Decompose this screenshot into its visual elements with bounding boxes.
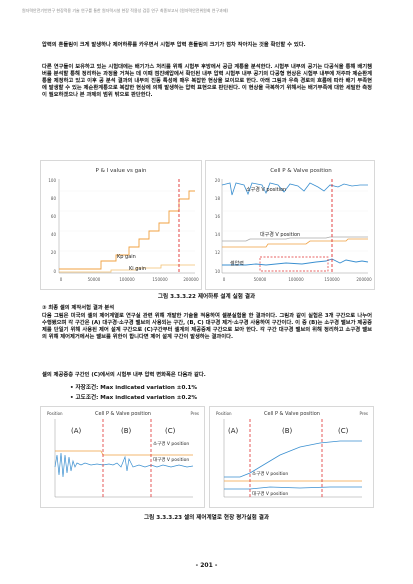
small-valve-line (222, 183, 368, 195)
x-tick: 50000 (254, 277, 267, 282)
chart-title: Cell P & Valve position (264, 411, 320, 417)
y-tick: 100 (48, 178, 56, 183)
x-tick: 0 (60, 277, 63, 282)
figure2-left-chart: Position Pres Cell P & Valve position (A… (40, 406, 205, 508)
y-tick: 20 (215, 178, 221, 183)
running-header: 원자력안전기반연구 현장적용 기술 연구를 통한 원자력시설 현장 적용성 검증… (22, 8, 392, 15)
region-c-label: (C) (338, 427, 349, 435)
y-tick: 14 (215, 232, 221, 237)
pressure-label: 셀압력 (230, 260, 244, 267)
small-valve-label: 소구경 V position (252, 470, 288, 477)
large-valve-label: 대구경 V position (252, 490, 288, 497)
region-a-label: (A) (228, 427, 239, 435)
page-number: - 201 - (0, 562, 413, 569)
region-b-label: (B) (282, 427, 293, 435)
figure2-right-chart: Position Pres Cell P & Valve position (A… (209, 406, 374, 508)
large-valve-line (55, 451, 193, 455)
mid-orange-line (222, 239, 368, 247)
valve-position-line (224, 441, 362, 477)
x-tick: 150000 (152, 277, 168, 282)
small-valve-label: 소구경 V position (246, 186, 286, 193)
x-tick: 50000 (88, 277, 101, 282)
x-tick: 150000 (324, 277, 340, 282)
y-tick: 80 (51, 196, 57, 201)
x-tick: 100000 (288, 277, 304, 282)
x-tick: 200000 (356, 277, 372, 282)
y-tick: 12 (215, 250, 221, 255)
axis-left-label: Position (47, 411, 63, 416)
x-tick: 0 (223, 277, 226, 282)
section-summary: 셀의 제공중층 구간인 (C)에서의 시험부 내부 압력 변화폭은 다음과 같다… (42, 372, 372, 379)
cell-pressure-line (222, 259, 368, 265)
large-valve-label: 대구경 V position (260, 231, 300, 238)
ki-label: Ki gain (129, 266, 146, 272)
y-tick: 40 (51, 232, 57, 237)
bullet-item: • 고도조건: Max indicated variation ±0.2% (70, 393, 197, 401)
axis-left-label: Position (216, 411, 232, 416)
pressure-line (224, 487, 362, 489)
y-tick: 10 (215, 269, 221, 274)
y-tick: 18 (215, 196, 221, 201)
region-c-label: (C) (165, 427, 176, 435)
chart-title: Cell P & Valve position (95, 411, 151, 417)
large-valve-label: 대구경 V position (153, 456, 189, 463)
region-a-label: (A) (71, 427, 82, 435)
y-tick: 0 (53, 269, 56, 274)
bullet-item: • 자장조건: Max indicated variation ±0.1% (70, 383, 197, 391)
highlight-box (260, 257, 328, 271)
y-tick: 60 (51, 214, 57, 219)
section-body: 다음 그림은 미국의 셀의 제어계열로 연구실 관련 위해 개발한 기술을 적용… (42, 313, 372, 341)
y-tick: 20 (51, 250, 57, 255)
small-valve-label: 소구경 V position (153, 440, 189, 447)
figure1-right-chart: Cell P & Valve position 20 18 16 14 12 1… (205, 160, 375, 290)
chart-title: P & I value vs gain (96, 168, 148, 174)
paragraph-1: 압력의 흔들림이 크게 발생하나 제어하류를 카우면서 시험부 압력 흔들림의 … (42, 42, 372, 49)
axis-right-label: Pres (360, 411, 368, 416)
chart-title: Cell P & Valve position (270, 168, 332, 174)
y-tick: 16 (215, 214, 221, 219)
figure1-left-chart: P & I value vs gain 100 80 60 40 20 0 0 … (40, 160, 202, 290)
pressure-line (55, 453, 193, 477)
axis-right-label: Pres (191, 411, 199, 416)
section-heading: ③ 최종 셀의 제작서험 결과 분석 (42, 305, 372, 312)
figure2-caption: 그림 3.3.3.23 셀의 제어계열로 현장 평가실험 결과 (0, 513, 413, 521)
x-tick: 200000 (183, 277, 199, 282)
figure1-caption: 그림 3.3.3.22 제어하류 설계 실험 결과 (0, 292, 413, 300)
kp-label: Kp gain (117, 254, 136, 260)
paragraph-2: 다른 연구들이 보유하고 있는 시험대에는 배기가스 처리를 위해 시험부 후방… (42, 64, 372, 99)
x-tick: 100000 (119, 277, 135, 282)
ki-gain-line (59, 265, 195, 272)
region-b-label: (B) (121, 427, 132, 435)
